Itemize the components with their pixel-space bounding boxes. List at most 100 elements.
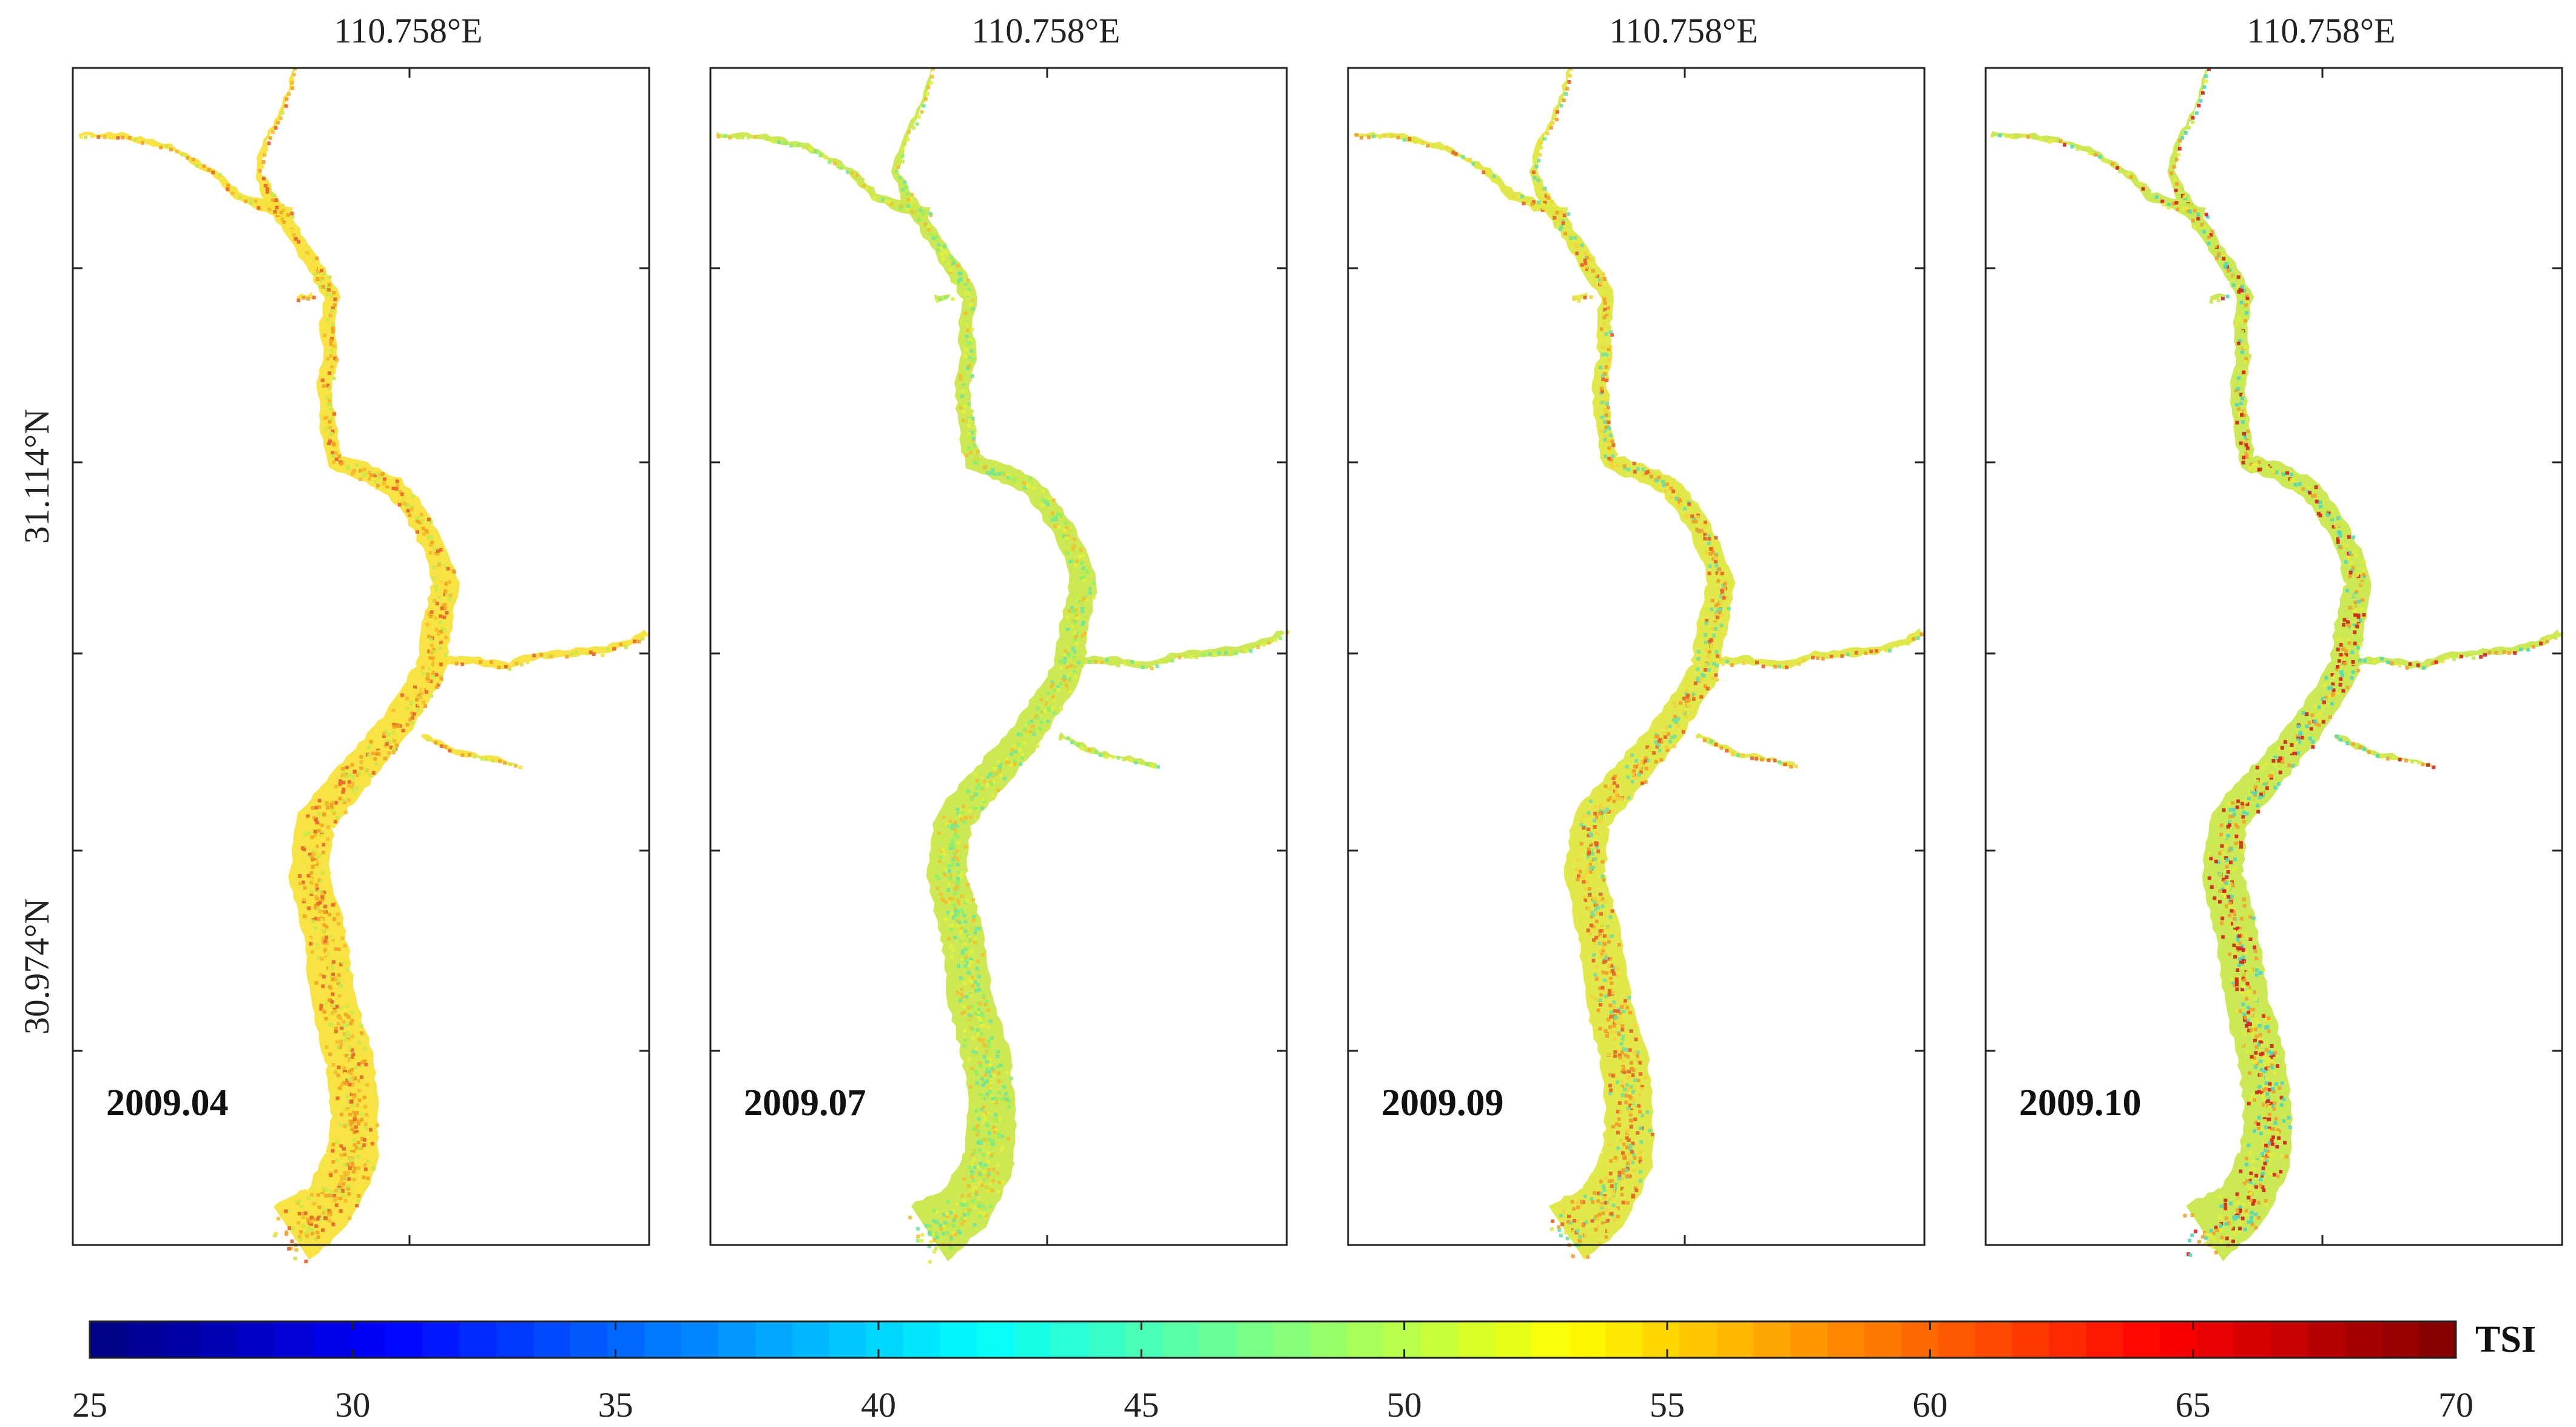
tsi-pixel xyxy=(999,1079,1003,1083)
tsi-pixel xyxy=(358,1145,362,1149)
tsi-pixel xyxy=(953,914,957,918)
tsi-pixel xyxy=(2337,523,2341,527)
tsi-pixel xyxy=(434,568,438,573)
tsi-pixel xyxy=(1677,498,1681,502)
tsi-pixel xyxy=(2244,357,2248,361)
tsi-pixel xyxy=(1622,1047,1626,1051)
tsi-pixel xyxy=(974,456,979,460)
tsi-pixel xyxy=(2253,945,2256,950)
tsi-pixel xyxy=(1597,811,1602,815)
tsi-pixel xyxy=(942,1224,946,1228)
tsi-pixel xyxy=(967,1166,971,1170)
tsi-pixel xyxy=(1074,563,1078,567)
tsi-pixel xyxy=(892,203,896,207)
tsi-pixel xyxy=(2235,805,2239,809)
tsi-pixel xyxy=(1678,701,1682,705)
tsi-pixel xyxy=(320,895,325,899)
tsi-pixel xyxy=(2359,574,2362,578)
tsi-pixel xyxy=(335,912,340,916)
tsi-pixel xyxy=(1797,662,1801,666)
tsi-pixel xyxy=(329,805,334,809)
tsi-pixel xyxy=(1593,1216,1597,1221)
tsi-pixel xyxy=(1071,547,1076,551)
tsi-pixel xyxy=(2267,1088,2271,1092)
tsi-pixel xyxy=(1703,684,1707,689)
tsi-pixel xyxy=(2254,956,2259,960)
tsi-pixel xyxy=(2261,785,2265,789)
tsi-pixel xyxy=(2247,1143,2251,1147)
tsi-pixel xyxy=(344,1013,348,1017)
tsi-pixel xyxy=(1584,887,1588,891)
tsi-pixel xyxy=(1360,136,1363,140)
tsi-pixel xyxy=(2245,1206,2249,1210)
tsi-pixel xyxy=(2350,676,2354,680)
tsi-pixel xyxy=(970,328,974,332)
tsi-pixel xyxy=(443,607,447,610)
tsi-pixel xyxy=(1665,482,1669,486)
tsi-pixel xyxy=(1628,1076,1632,1081)
tsi-pixel xyxy=(949,1246,953,1250)
tsi-pixel xyxy=(352,1170,356,1174)
tsi-pixel xyxy=(436,552,440,556)
tsi-pixel xyxy=(2173,178,2177,182)
tsi-pixel xyxy=(1587,906,1591,911)
tsi-pixel xyxy=(1631,1161,1635,1164)
tsi-pixel xyxy=(1634,1084,1638,1088)
tsi-pixel xyxy=(255,203,259,207)
tsi-pixel xyxy=(1015,754,1019,758)
tsi-pixel xyxy=(2264,1125,2268,1130)
tsi-pixel xyxy=(1600,1221,1605,1225)
tsi-pixel xyxy=(2227,886,2231,890)
tsi-pixel xyxy=(1074,633,1078,637)
tsi-pixel xyxy=(1094,660,1098,664)
tsi-pixel xyxy=(328,386,332,390)
tsi-pixel xyxy=(443,745,448,749)
tsi-pixel xyxy=(969,1014,974,1018)
tsi-pixel xyxy=(1028,476,1033,481)
tsi-pixel xyxy=(1240,649,1244,653)
tsi-pixel xyxy=(2225,843,2228,848)
tsi-pixel xyxy=(900,154,905,158)
tsi-pixel xyxy=(311,921,315,925)
tsi-pixel xyxy=(935,857,939,861)
tsi-pixel xyxy=(1738,657,1742,661)
tsi-pixel xyxy=(1600,990,1604,994)
tsi-pixel xyxy=(1664,489,1668,493)
tsi-pixel xyxy=(2346,646,2350,650)
tsi-pixel xyxy=(957,941,962,945)
tsi-pixel xyxy=(1610,439,1614,444)
tsi-pixel xyxy=(2347,637,2351,641)
tsi-pixel xyxy=(333,297,337,302)
river-tributary xyxy=(421,734,519,766)
tsi-pixel xyxy=(1617,1021,1621,1025)
tsi-pixel xyxy=(977,1013,981,1017)
tsi-pixel xyxy=(2188,1253,2193,1257)
tsi-pixel xyxy=(349,1059,354,1063)
tsi-pixel xyxy=(1648,749,1652,753)
tsi-pixel xyxy=(1681,710,1685,714)
tsi-pixel xyxy=(1582,847,1586,851)
tsi-pixel xyxy=(1071,624,1075,629)
tsi-pixel xyxy=(2243,401,2247,405)
tsi-pixel xyxy=(1608,1142,1611,1147)
tsi-pixel xyxy=(2254,1034,2259,1039)
river-tributary xyxy=(433,629,648,670)
tsi-pixel xyxy=(901,187,905,192)
tsi-pixel xyxy=(1623,1053,1628,1058)
tsi-pixel xyxy=(965,1203,969,1207)
tsi-pixel xyxy=(2416,760,2421,764)
tsi-pixel xyxy=(294,237,298,241)
tsi-pixel xyxy=(331,1149,335,1153)
tsi-pixel xyxy=(334,820,337,824)
tsi-pixel xyxy=(976,959,980,963)
tsi-pixel xyxy=(2241,460,2245,465)
tsi-pixel xyxy=(325,941,329,945)
tsi-pixel xyxy=(315,824,319,828)
tsi-pixel xyxy=(309,259,313,263)
tsi-pixel xyxy=(336,793,340,797)
tsi-pixel xyxy=(2270,1133,2274,1137)
tsi-pixel xyxy=(915,122,919,126)
tsi-pixel xyxy=(1078,624,1082,627)
tsi-pixel xyxy=(1579,823,1583,827)
tsi-pixel xyxy=(2219,823,2224,828)
